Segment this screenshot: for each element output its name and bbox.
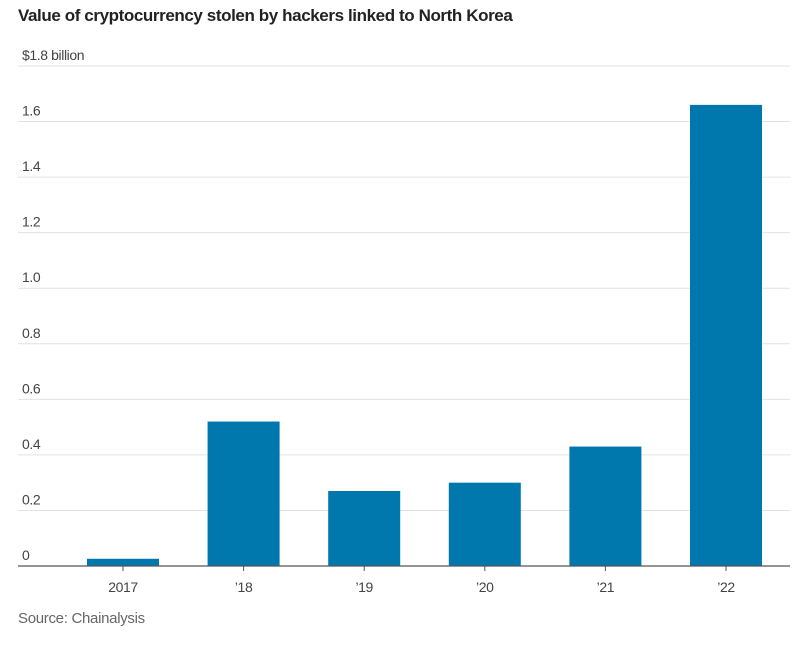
x-tick-label: 2017 <box>108 579 138 595</box>
x-tick-label: ’21 <box>597 579 615 595</box>
x-tick-label: ’19 <box>355 579 373 595</box>
bar-1 <box>207 421 280 566</box>
bar-2 <box>328 491 401 566</box>
bar-4 <box>569 446 642 566</box>
x-tick-label: ’22 <box>717 579 735 595</box>
y-tick-label: 1.0 <box>22 269 41 285</box>
y-tick-label: 0.6 <box>22 380 41 396</box>
y-tick-label: 1.4 <box>22 158 41 174</box>
y-tick-label: 1.6 <box>22 103 41 119</box>
chart-title: Value of cryptocurrency stolen by hacker… <box>18 6 513 25</box>
bar-5 <box>690 104 762 566</box>
y-tick-label: 0.4 <box>22 436 41 452</box>
y-tick-label: 0 <box>22 547 30 563</box>
x-tick-label: ’18 <box>235 579 253 595</box>
bar-3 <box>448 482 521 566</box>
y-tick-label: 1.2 <box>22 214 41 230</box>
y-tick-label: $1.8 billion <box>22 47 84 63</box>
x-tick-label: ’20 <box>476 579 494 595</box>
y-tick-label: 0.2 <box>22 491 41 507</box>
y-tick-label: 0.8 <box>22 325 41 341</box>
source-note: Source: Chainalysis <box>18 610 145 627</box>
bar-0 <box>87 558 159 566</box>
